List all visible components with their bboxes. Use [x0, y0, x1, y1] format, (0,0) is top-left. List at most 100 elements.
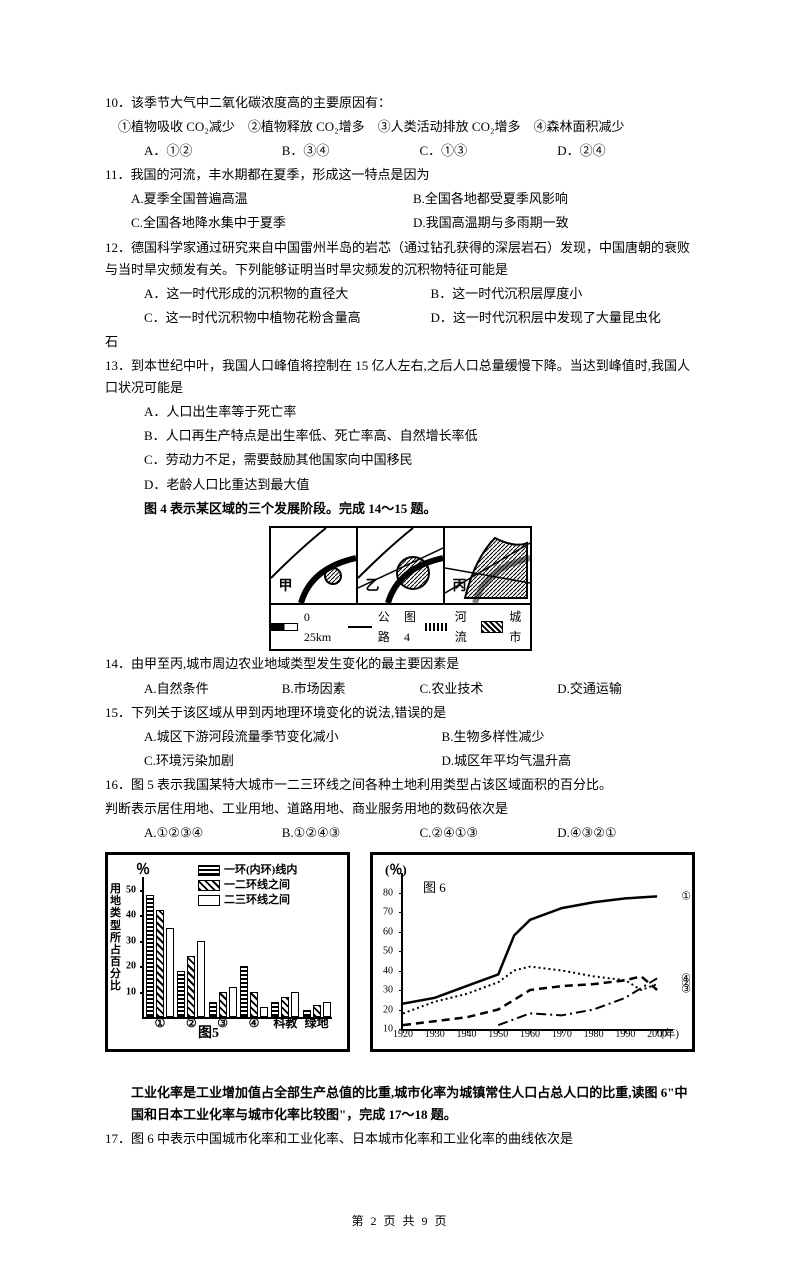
- page: 10．该季节大气中二氧化碳浓度高的主要原因有： ①植物吸收 CO₂减少 ②植物释…: [0, 0, 800, 1271]
- fig4-label-yi: 乙: [366, 575, 380, 599]
- fig4-legend: 0 25km 公路 图4 河流 城市: [269, 605, 532, 652]
- legend-swatch-icon: [198, 880, 220, 891]
- fig5-legend-label: 一二环线之间: [224, 879, 290, 891]
- fig5-legend: 一环(内环)线内一二环线之间二三环线之间: [198, 863, 297, 908]
- scale-icon: [271, 623, 298, 631]
- q16-optB: B.①②④③: [282, 822, 420, 844]
- q14-optA: A.自然条件: [144, 678, 282, 700]
- fig4-city: 城市: [509, 607, 529, 648]
- page-footer: 第 2 页 共 9 页: [105, 1211, 695, 1231]
- q12-row2: C．这一时代沉积物中植物花粉含量高 D．这一时代沉积层中发现了大量昆虫化: [105, 307, 695, 329]
- q12-tail: 石: [105, 331, 695, 353]
- fig5-bar: [240, 966, 248, 1017]
- q13-optD: D．老龄人口比重达到最大值: [105, 474, 695, 496]
- q15-optC: C.环境污染加剧: [105, 750, 442, 772]
- q16-options: A.①②③④ B.①②④③ C.②④①③ D.④③②①: [105, 822, 695, 844]
- q10-stem: 10．该季节大气中二氧化碳浓度高的主要原因有：: [105, 92, 695, 114]
- q10-optD: D．②④: [557, 140, 695, 162]
- q12-optD: D．这一时代沉积层中发现了大量昆虫化: [431, 307, 695, 329]
- fig5-ylabel: 用地类型所占百分比: [110, 883, 126, 992]
- q16-optD: D.④③②①: [557, 822, 695, 844]
- fig6-ytick: 20: [383, 1001, 393, 1018]
- q13-optA: A．人口出生率等于死亡率: [105, 401, 695, 423]
- fig4: 甲 乙: [105, 526, 695, 652]
- q11-optB: B.全国各地都受夏季风影响: [413, 188, 695, 210]
- fig5-xcat: 绿地: [299, 1013, 335, 1033]
- fig5-bar: [156, 910, 164, 1017]
- fig5-ytick: 50: [126, 881, 136, 898]
- fig4-intro: 图 4 表示某区域的三个发展阶段。完成 14～15 题。: [105, 498, 695, 520]
- fig4-panels: 甲 乙: [269, 526, 532, 605]
- q12-optA: A．这一时代形成的沉积物的直径大: [105, 283, 431, 305]
- charts-row: ％ 用地类型所占百分比 5040302010①②③④科教绿地 一环(内环)线内一…: [105, 852, 695, 1052]
- q11-row1: A.夏季全国普遍高温 B.全国各地都受夏季风影响: [105, 188, 695, 210]
- fig5-bar: [197, 941, 205, 1017]
- q12-row1: A．这一时代形成的沉积物的直径大 B．这一时代沉积层厚度小: [105, 283, 695, 305]
- fig6-series-line: [498, 979, 657, 1026]
- fig5-legend-label: 二三环线之间: [224, 894, 290, 906]
- q13-optC: C．劳动力不足，需要鼓励其他国家向中国移民: [105, 449, 695, 471]
- fig4-panel-yi: 乙: [358, 528, 445, 603]
- fig6-series-line: [403, 897, 657, 1004]
- q13-optB: B．人口再生产特点是出生率低、死亡率高、自然增长率低: [105, 425, 695, 447]
- fig6-xlabel: (年): [661, 1025, 679, 1044]
- q14-stem: 14．由甲至丙,城市周边农业地域类型发生变化的最主要因素是: [105, 653, 695, 675]
- fig6-ytick: 40: [383, 962, 393, 979]
- q15-row1: A.城区下游河段流量季节变化减小 B.生物多样性减少: [105, 726, 695, 748]
- fig5-ytick: 30: [126, 932, 136, 949]
- fig5-ytick: 40: [126, 907, 136, 924]
- q12-optC: C．这一时代沉积物中植物花粉含量高: [105, 307, 431, 329]
- legend-swatch-icon: [198, 865, 220, 876]
- fig4-label-jia: 甲: [279, 575, 293, 599]
- fig5-ytick: 20: [126, 958, 136, 975]
- fig6-ytick: 80: [383, 884, 393, 901]
- fig4-maplabel: 图4: [404, 607, 419, 648]
- q14-optD: D.交通运输: [557, 678, 695, 700]
- q14-optB: B.市场因素: [282, 678, 420, 700]
- fig6-series-label: ①: [681, 887, 691, 906]
- q15-row2: C.环境污染加剧 D.城区年平均气温升高: [105, 750, 695, 772]
- q11-row2: C.全国各地降水集中于夏季 D.我国高温期与多雨期一致: [105, 212, 695, 234]
- fig4-river: 河流: [455, 607, 475, 648]
- q15-optA: A.城区下游河段流量季节变化减小: [105, 726, 442, 748]
- q11-optA: A.夏季全国普遍高温: [105, 188, 413, 210]
- q15-optB: B.生物多样性减少: [442, 726, 695, 748]
- q11-stem: 11．我国的河流，丰水期都在夏季，形成这一特点是因为: [105, 164, 695, 186]
- q10-optC: C．①③: [420, 140, 558, 162]
- fig4-panel-jia: 甲: [271, 528, 358, 603]
- fig4-panel-bing: 丙: [445, 528, 532, 603]
- fig4-label-bing: 丙: [453, 575, 467, 599]
- fig5-bar: [187, 956, 195, 1017]
- q12-stem: 12．德国科学家通过研究来自中国雷州半岛的岩芯（通过钻孔获得的深层岩石）发现，中…: [105, 237, 695, 281]
- q15-optD: D.城区年平均气温升高: [442, 750, 695, 772]
- fig5-label: 图5: [198, 1022, 219, 1046]
- q14-optC: C.农业技术: [420, 678, 558, 700]
- q13-stem: 13．到本世纪中叶，我国人口峰值将控制在 15 亿人左右,之后人口总量缓慢下降。…: [105, 355, 695, 399]
- fig5-legend-label: 一环(内环)线内: [224, 864, 297, 876]
- river-icon: [425, 623, 449, 631]
- fig6-svg: [403, 873, 673, 1029]
- fig4-road: 公路: [378, 607, 398, 648]
- fig6-ytick: 10: [383, 1021, 393, 1038]
- q15-stem: 15．下列关于该区域从甲到丙地理环境变化的说法,错误的是: [105, 702, 695, 724]
- fig4-scale: 0 25km: [304, 607, 342, 648]
- fig5-bar: [166, 928, 174, 1017]
- q16-stem2: 判断表示居住用地、工业用地、道路用地、商业服务用地的数码依次是: [105, 798, 695, 820]
- fig5-chart: ％ 用地类型所占百分比 5040302010①②③④科教绿地 一环(内环)线内一…: [105, 852, 350, 1052]
- fig6-ytick: 50: [383, 943, 393, 960]
- fig5-ytick: 10: [126, 983, 136, 1000]
- fig6-ytick: 30: [383, 982, 393, 999]
- p17-intro: 工业化率是工业增加值占全部生产总值的比重,城市化率为城镇常住人口占总人口的比重,…: [105, 1082, 695, 1126]
- fig5-bar: [177, 971, 185, 1017]
- q10-optA: A．①②: [144, 140, 282, 162]
- q14-options: A.自然条件 B.市场因素 C.农业技术 D.交通运输: [105, 678, 695, 700]
- city-icon: [481, 621, 503, 633]
- q10-options: A．①② B．③④ C．①③ D．②④: [105, 140, 695, 162]
- fig6-ytick: 70: [383, 904, 393, 921]
- fig6-chart: (％) 图 6 80706050403020101920193019401950…: [370, 852, 695, 1052]
- fig6-plot: 8070605040302010192019301940195019601970…: [401, 873, 673, 1031]
- fig6-series-label: ④: [681, 969, 691, 988]
- q12-optB: B．这一时代沉积层厚度小: [431, 283, 695, 305]
- legend-swatch-icon: [198, 895, 220, 906]
- q16-optC: C.②④①③: [420, 822, 558, 844]
